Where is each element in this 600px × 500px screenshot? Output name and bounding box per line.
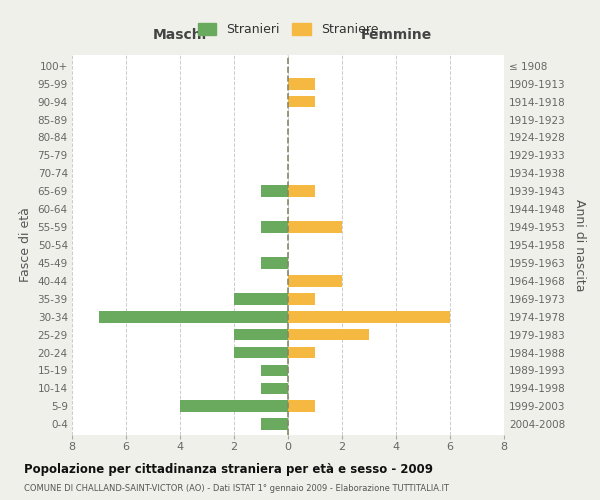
Bar xyxy=(288,186,315,197)
Bar xyxy=(288,293,315,304)
Text: COMUNE DI CHALLAND-SAINT-VICTOR (AO) - Dati ISTAT 1° gennaio 2009 - Elaborazione: COMUNE DI CHALLAND-SAINT-VICTOR (AO) - D… xyxy=(24,484,449,493)
Bar xyxy=(288,400,315,412)
Bar xyxy=(288,329,369,340)
Bar xyxy=(261,257,288,269)
Bar xyxy=(261,418,288,430)
Bar xyxy=(234,329,288,340)
Bar xyxy=(288,96,315,108)
Bar xyxy=(288,221,342,233)
Bar xyxy=(288,78,315,90)
Bar xyxy=(288,346,315,358)
Text: Femmine: Femmine xyxy=(361,28,431,42)
Text: Popolazione per cittadinanza straniera per età e sesso - 2009: Popolazione per cittadinanza straniera p… xyxy=(24,462,433,475)
Bar xyxy=(261,382,288,394)
Bar xyxy=(261,221,288,233)
Bar xyxy=(234,293,288,304)
Bar xyxy=(234,346,288,358)
Bar xyxy=(261,364,288,376)
Y-axis label: Anni di nascita: Anni di nascita xyxy=(572,198,586,291)
Text: Maschi: Maschi xyxy=(153,28,207,42)
Bar xyxy=(288,311,450,322)
Bar xyxy=(180,400,288,412)
Y-axis label: Fasce di età: Fasce di età xyxy=(19,208,32,282)
Bar xyxy=(261,186,288,197)
Bar xyxy=(99,311,288,322)
Legend: Stranieri, Straniere: Stranieri, Straniere xyxy=(194,20,382,40)
Bar xyxy=(288,275,342,286)
